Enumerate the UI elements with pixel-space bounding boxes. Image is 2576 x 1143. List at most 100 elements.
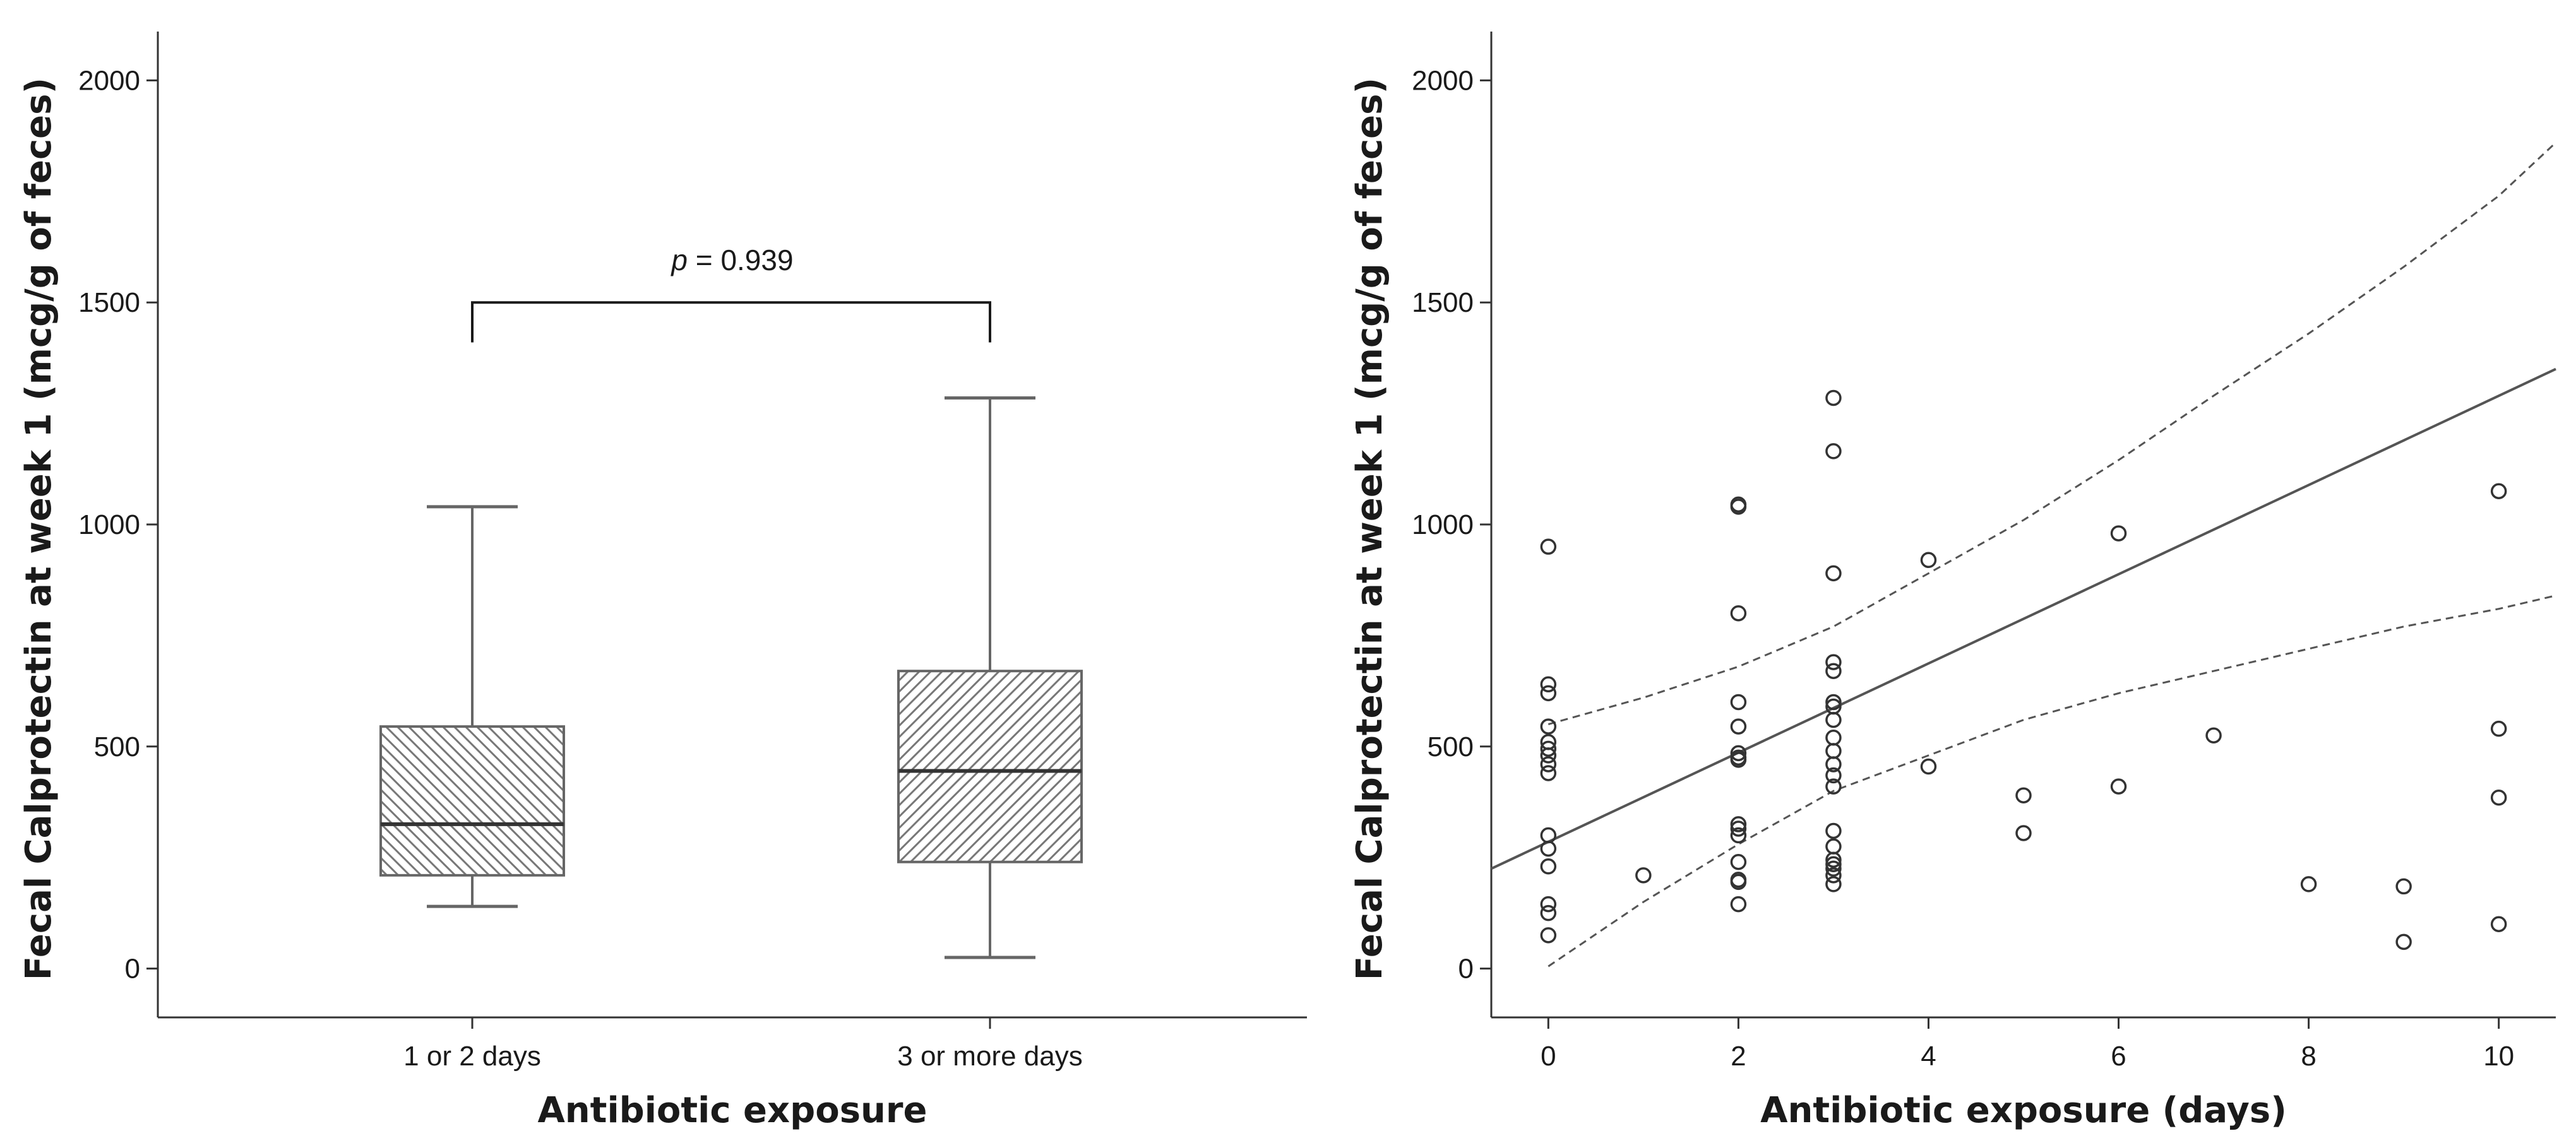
scatter-x-tick-label: 0 [1541, 1041, 1556, 1072]
boxplot-y-tick-label: 1000 [78, 509, 140, 540]
data-point [1540, 685, 1557, 702]
data-point [1730, 816, 1747, 832]
scatter-x-ticks: 0 2 4 6 8 10 [1541, 1017, 2514, 1072]
data-point [1825, 851, 1842, 868]
data-point [1825, 756, 1842, 773]
data-point [1730, 896, 1747, 913]
scatter-x-axis-title: Antibiotic exposure (days) [1760, 1090, 2287, 1131]
boxplot-x-tick-label: 1 or 2 days [403, 1041, 541, 1072]
scatter-x-tick-label: 8 [2301, 1041, 2316, 1072]
data-point [1730, 820, 1747, 837]
data-point [2015, 825, 2032, 841]
data-point [1730, 605, 1747, 622]
boxplot-y-tick-label: 500 [94, 731, 140, 762]
scatter-x-tick-label: 4 [1921, 1041, 1936, 1072]
scatter-y-tick-label: 1000 [1412, 509, 1474, 540]
scatter-x-tick-label: 10 [2483, 1041, 2514, 1072]
data-point [1825, 443, 1842, 459]
data-point [1540, 718, 1557, 735]
data-point [1825, 867, 1842, 884]
scatter-y-tick-label: 0 [1458, 954, 1474, 985]
box-2 [897, 396, 1083, 959]
p-value-text: = 0.939 [688, 244, 794, 276]
data-point [1540, 840, 1557, 857]
data-point [1540, 896, 1557, 913]
scatter-fit-lines [1491, 141, 2557, 968]
data-point [1825, 654, 1842, 670]
data-point [1825, 778, 1842, 795]
data-point [2015, 787, 2032, 803]
data-point [1540, 858, 1557, 875]
data-point [1825, 663, 1842, 679]
data-point [1825, 822, 1842, 839]
scatter-y-tick-label: 1500 [1412, 287, 1474, 318]
data-point [2395, 933, 2412, 951]
scatter-y-tick-label: 2000 [1412, 65, 1474, 96]
scatter-y-axis-title: Fecal Calprotectin at week 1 (mcg/g of f… [1349, 78, 1390, 980]
data-point [2490, 720, 2507, 737]
boxplot-y-axis-title: Fecal Calprotectin at week 1 (mcg/g of f… [18, 78, 59, 980]
data-point [1825, 856, 1842, 873]
confidence-interval-upper [1547, 141, 2557, 726]
data-point [1920, 552, 1937, 569]
data-point [1825, 860, 1842, 877]
data-point [1635, 867, 1652, 884]
data-point [1730, 874, 1747, 891]
boxplot-panel: 0 500 1000 1500 2000 1 or 2 days 3 or more da… [18, 32, 1307, 1131]
data-point [2395, 878, 2412, 895]
scatter-y-tick-label: 500 [1428, 731, 1474, 762]
data-point [1540, 765, 1557, 781]
scatter-points [1540, 389, 2507, 951]
data-point [1825, 694, 1842, 711]
boxplot-y-tick-label: 1500 [78, 287, 140, 318]
boxplot-x-tick-label: 3 or more days [897, 1041, 1082, 1072]
data-point [2110, 778, 2127, 795]
interquartile-box [379, 725, 565, 877]
boxplot-x-axis-title: Antibiotic exposure [537, 1090, 927, 1131]
boxplot-y-tick-label: 2000 [78, 65, 140, 96]
scatter-y-ticks: 0 500 1000 1500 2000 [1412, 65, 1491, 985]
data-point [1730, 694, 1747, 711]
data-point [2490, 916, 2507, 932]
data-point [2110, 525, 2127, 542]
scatter-x-tick-label: 2 [1731, 1041, 1746, 1072]
data-point [1730, 827, 1747, 844]
data-point [2490, 789, 2507, 806]
data-point [1730, 752, 1747, 768]
data-point [1730, 745, 1747, 762]
scatter-x-tick-label: 6 [2111, 1041, 2126, 1072]
data-point [2300, 876, 2317, 892]
data-point [1825, 711, 1842, 728]
data-point [1540, 747, 1557, 764]
box-1 [379, 505, 565, 908]
scatter-axes [1490, 32, 2556, 1019]
data-point [1540, 756, 1557, 773]
p-value-symbol: p [670, 244, 688, 276]
significance-bracket [471, 301, 991, 343]
data-point [1825, 876, 1842, 892]
data-point [1540, 927, 1557, 944]
data-point [1825, 729, 1842, 746]
data-point [2205, 727, 2222, 743]
boxplot-y-ticks: 0 500 1000 1500 2000 [78, 65, 158, 985]
data-point [1540, 904, 1557, 921]
regression-line [1491, 367, 2556, 870]
data-point [1825, 838, 1842, 855]
data-point [1730, 499, 1747, 515]
data-point [1730, 718, 1747, 735]
data-point [1540, 538, 1557, 555]
boxplot-significance: p = 0.939 [471, 244, 991, 343]
scatter-panel: 0 500 1000 1500 2000 0 2 4 6 8 10 Antibiotic expo… [1349, 32, 2557, 1131]
data-point [1825, 565, 1842, 582]
data-point [1730, 853, 1747, 870]
boxplot-y-tick-label: 0 [125, 954, 140, 985]
data-point [1540, 740, 1557, 757]
data-point [2490, 483, 2507, 499]
data-point [1825, 743, 1842, 759]
data-point [1540, 827, 1557, 844]
boxplot-axes [157, 32, 1307, 1019]
data-point [1825, 767, 1842, 784]
data-point [1825, 389, 1842, 406]
data-point [1920, 758, 1937, 775]
